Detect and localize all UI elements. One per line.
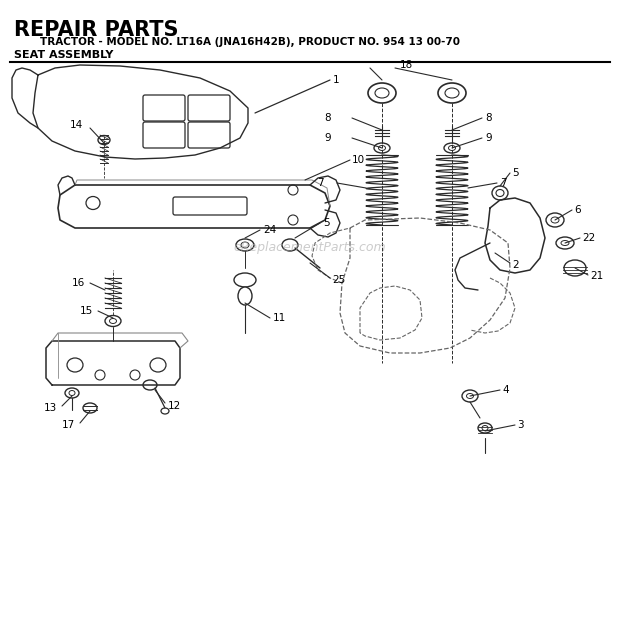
Text: 5: 5 (323, 218, 330, 228)
Ellipse shape (143, 380, 157, 390)
Ellipse shape (546, 213, 564, 227)
Text: 1: 1 (333, 75, 340, 85)
Text: 5: 5 (512, 168, 518, 178)
Text: 8: 8 (324, 113, 330, 123)
Ellipse shape (444, 143, 460, 153)
Text: 2: 2 (512, 260, 518, 270)
Text: TRACTOR - MODEL NO. LT16A (JNA16H42B), PRODUCT NO. 954 13 00-70: TRACTOR - MODEL NO. LT16A (JNA16H42B), P… (40, 37, 460, 47)
Text: 6: 6 (574, 205, 580, 215)
Text: 17: 17 (62, 420, 75, 430)
Text: 7: 7 (317, 178, 324, 188)
Text: 12: 12 (168, 401, 181, 411)
Text: 22: 22 (582, 233, 595, 243)
Text: REPAIR PARTS: REPAIR PARTS (14, 20, 179, 40)
Ellipse shape (438, 83, 466, 103)
Ellipse shape (556, 237, 574, 249)
Text: eReplacementParts.com: eReplacementParts.com (234, 242, 386, 255)
Text: 10: 10 (352, 155, 365, 165)
Text: 4: 4 (502, 385, 508, 395)
Text: 15: 15 (80, 306, 93, 316)
Text: 9: 9 (485, 133, 492, 143)
Ellipse shape (478, 423, 492, 433)
Ellipse shape (98, 135, 110, 144)
Text: SEAT ASSEMBLY: SEAT ASSEMBLY (14, 50, 113, 60)
Ellipse shape (564, 260, 586, 276)
Ellipse shape (234, 273, 256, 287)
Ellipse shape (238, 287, 252, 305)
Text: 3: 3 (517, 420, 524, 430)
Text: 24: 24 (263, 225, 277, 235)
Ellipse shape (83, 403, 97, 413)
Text: 11: 11 (273, 313, 286, 323)
Text: 21: 21 (590, 271, 603, 281)
Text: 25: 25 (332, 275, 345, 285)
Ellipse shape (65, 388, 79, 398)
Ellipse shape (462, 390, 478, 402)
Text: 14: 14 (70, 120, 83, 130)
Text: 9: 9 (324, 133, 330, 143)
Text: 13: 13 (44, 403, 57, 413)
Ellipse shape (368, 83, 396, 103)
Text: 7: 7 (500, 178, 507, 188)
Ellipse shape (105, 316, 121, 327)
Ellipse shape (236, 239, 254, 251)
Text: 18: 18 (400, 60, 414, 70)
Ellipse shape (374, 143, 390, 153)
Text: 8: 8 (485, 113, 492, 123)
Text: 16: 16 (72, 278, 86, 288)
